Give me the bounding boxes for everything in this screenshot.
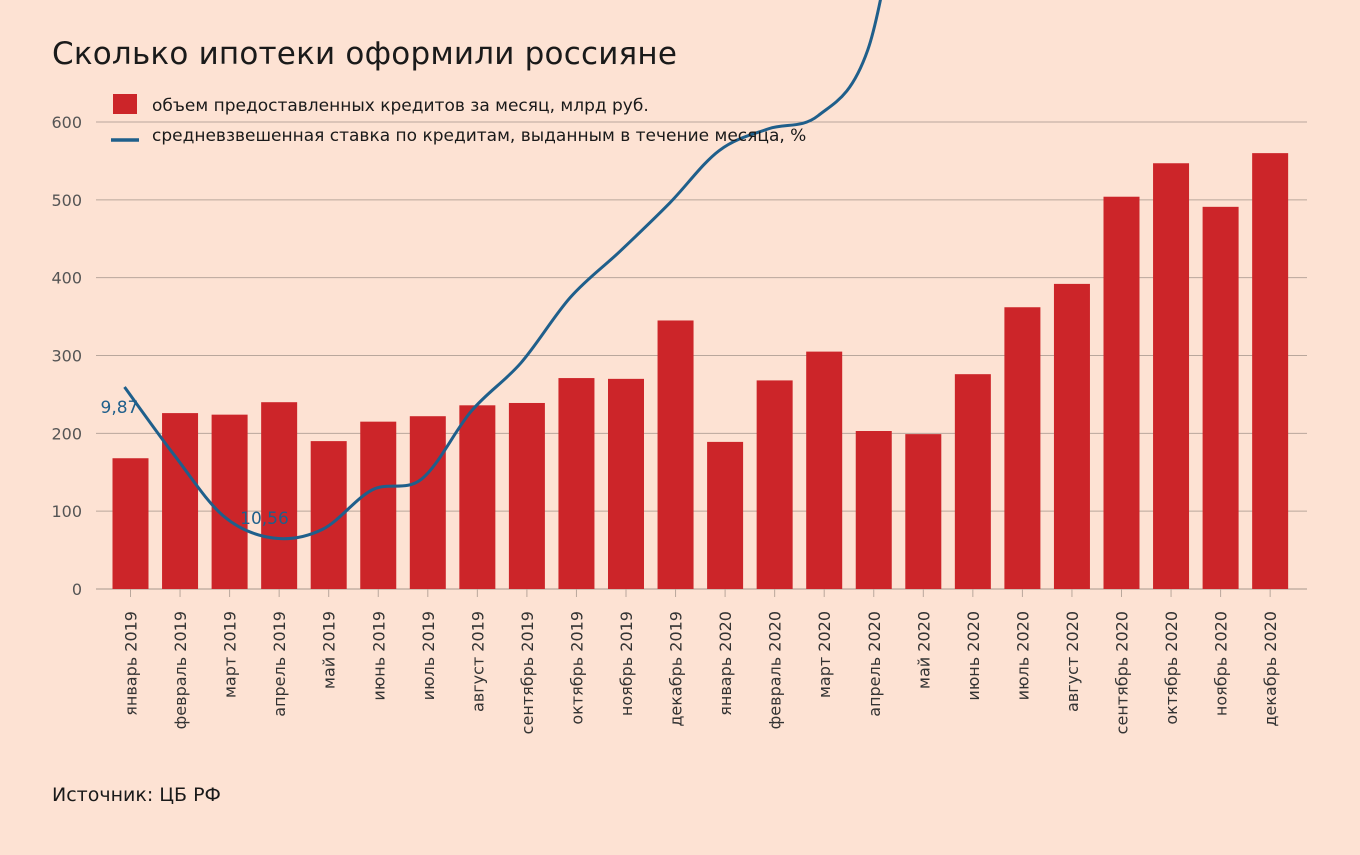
x-tick-label: декабрь 2019 <box>667 611 686 727</box>
bar <box>657 320 694 589</box>
y-axis-ticks: 0 100 200 300 400 500 600 <box>51 113 82 599</box>
y-tick-label: 600 <box>51 113 82 132</box>
bar <box>1202 206 1239 590</box>
x-tick-label: ноябрь 2020 <box>1212 611 1231 716</box>
bar <box>360 421 397 589</box>
x-tick-label: сентябрь 2019 <box>518 611 537 734</box>
bar <box>1153 163 1190 590</box>
x-tick-label: октябрь 2020 <box>1162 611 1181 725</box>
y-tick-label: 300 <box>51 347 82 366</box>
legend-line-label: средневзвешенная ставка по кредитам, выд… <box>152 126 806 146</box>
rate-annotation: 9,87 <box>101 398 139 418</box>
x-tick-label: июнь 2019 <box>369 611 388 701</box>
bar <box>558 378 595 589</box>
x-tick-label: октябрь 2019 <box>567 611 586 725</box>
bar <box>1103 196 1140 589</box>
x-tick-label: январь 2019 <box>122 611 141 716</box>
y-tick-label: 0 <box>72 580 82 599</box>
x-tick-label: июль 2019 <box>419 611 438 700</box>
legend-bar-label: объем предоставленных кредитов за месяц,… <box>152 96 649 116</box>
x-tick-label: февраль 2019 <box>171 611 190 729</box>
x-tick-label: июль 2020 <box>1013 611 1032 700</box>
x-tick-label: апрель 2019 <box>270 611 289 717</box>
x-tick-label: апрель 2020 <box>865 611 884 717</box>
bar <box>459 405 496 589</box>
bar <box>707 441 744 589</box>
bar <box>756 380 793 589</box>
bar <box>508 402 545 589</box>
x-tick-label: декабрь 2020 <box>1261 611 1280 727</box>
x-tick-label: февраль 2020 <box>766 611 785 729</box>
bar <box>1053 283 1090 589</box>
bar <box>112 458 149 589</box>
bar <box>905 434 942 589</box>
x-tick-label: май 2019 <box>320 611 339 689</box>
rate-annotation: 10,56 <box>240 509 289 529</box>
x-tick-label: сентябрь 2020 <box>1113 611 1132 734</box>
rate-line-series <box>123 0 882 541</box>
bar <box>1252 153 1289 589</box>
bar <box>409 416 446 589</box>
y-tick-label: 200 <box>51 424 82 443</box>
source-note: Источник: ЦБ РФ <box>52 784 221 806</box>
bar <box>261 402 298 589</box>
x-tick-label: март 2019 <box>221 611 240 698</box>
x-axis-ticks: январь 2019 февраль 2019 март 2019 апрель 2… <box>122 589 1280 734</box>
bar <box>608 378 644 589</box>
x-tick-label: январь 2020 <box>716 611 735 716</box>
y-tick-label: 100 <box>51 502 82 521</box>
legend-bar-swatch <box>113 94 137 114</box>
x-tick-label: ноябрь 2019 <box>617 611 636 716</box>
chart-title: Сколько ипотеки оформили россияне <box>52 36 678 72</box>
y-tick-label: 400 <box>51 269 82 288</box>
x-tick-label: июнь 2020 <box>964 611 983 701</box>
bar <box>211 414 248 589</box>
x-tick-label: май 2020 <box>914 611 933 689</box>
bar <box>855 430 892 589</box>
bar <box>1004 307 1041 589</box>
y-tick-label: 500 <box>51 191 82 210</box>
legend: объем предоставленных кредитов за месяц,… <box>111 94 806 146</box>
bar <box>806 351 843 589</box>
x-tick-label: август 2020 <box>1063 611 1082 712</box>
bar <box>954 374 991 589</box>
rate-line <box>123 0 882 541</box>
x-tick-label: август 2019 <box>468 611 487 712</box>
bar-series <box>112 153 1289 590</box>
x-tick-label: март 2020 <box>815 611 834 698</box>
bar <box>162 413 199 589</box>
